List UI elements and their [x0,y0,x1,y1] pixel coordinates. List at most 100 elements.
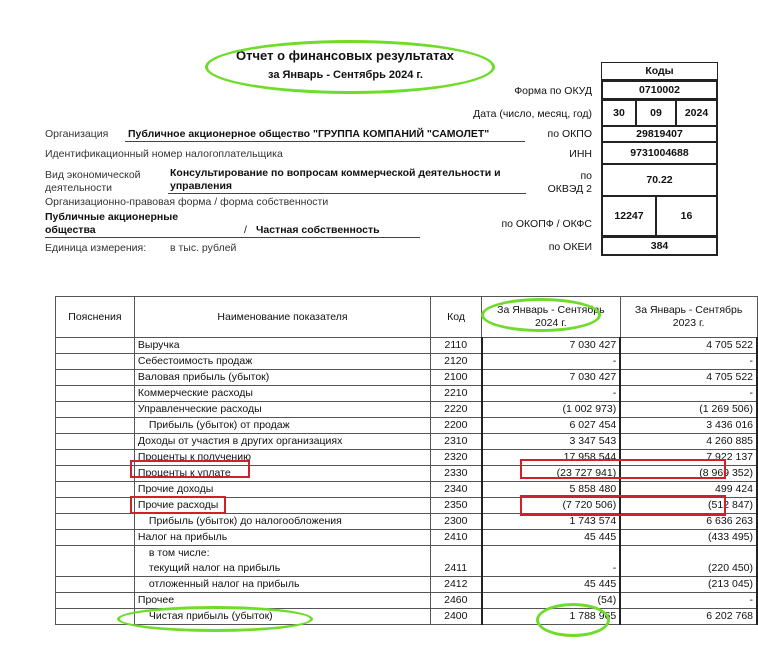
okpo-label: по ОКПО [547,128,592,140]
cell-code: 2412 [430,576,482,593]
cell-name: Прочее [133,592,432,609]
cell-name: Валовая прибыль (убыток) [133,369,432,386]
activity-label-2: деятельности [45,182,112,194]
activity-label-1: Вид экономической [45,169,141,181]
cell-code: 2220 [430,401,482,418]
cell-v2023: (1 269 506) [619,401,758,418]
interest-payable-values-highlight [520,459,726,479]
okfs-code: 16 [656,196,718,236]
title-highlight [205,40,495,94]
other-expenses-values-highlight [520,495,726,516]
cell-name: Выручка [133,337,432,354]
cell-v2023: (220 450) [619,545,758,577]
okved-label-1: по [580,170,592,182]
inn-text: Идентификационный номер налогоплательщик… [45,148,283,160]
other-expenses-label-highlight [130,496,226,514]
interest-payable-label-highlight [130,460,250,478]
cell-notes [55,513,135,530]
table-row: Прочее 2460 (54) - [55,592,758,609]
cell-name: Прибыль (убыток) до налогообложения [133,513,432,530]
cell-v2023: - [619,592,758,609]
activity-2: управления [170,180,233,192]
col-code: Код [430,296,482,338]
cell-v2023: - [619,353,758,370]
cell-notes [55,417,135,434]
form-2: общества [45,224,96,236]
form-1: Публичные акционерные [45,211,179,223]
okved-label-2: ОКВЭД 2 [547,183,592,195]
okopf-label: по ОКОПФ / ОКФС [501,218,592,230]
ownership: Частная собственность [256,224,380,236]
cell-name: Себестоимость продаж [133,353,432,370]
okud-code: 0710002 [601,80,718,100]
cell-notes [55,337,135,354]
table-row: Управленческие расходы 2220 (1 002 973) (1 … [55,401,758,418]
cell-v2024: (1 002 973) [480,401,622,418]
cell-v2023: 6 202 768 [619,608,758,625]
unit-label: Единица измерения: [45,242,147,254]
cell-name: в том числе: текущий налог на прибыль [133,545,432,577]
cell-v2024: - [480,545,622,577]
date-label: Дата (число, месяц, год) [473,108,592,120]
col-notes: Пояснения [55,296,135,338]
cell-notes [55,545,135,577]
table-row: Себестоимость продаж 2120- - [55,353,758,370]
cell-code: 2320 [430,449,482,466]
inn-label: ИНН [569,148,592,160]
table-row: отложенный налог на прибыль 2412 45 445 (21… [55,576,758,593]
inn-code: 9731004688 [601,142,718,164]
cell-code: 2300 [430,513,482,530]
activity-1: Консультирование по вопросам коммерческо… [170,167,501,179]
cell-notes [55,592,135,609]
cell-v2024: 45 445 [480,576,622,593]
cell-v2023: - [619,385,758,402]
table-row: в том числе: текущий налог на прибыль 2411… [55,545,758,577]
cell-code: 2110 [430,337,482,354]
cell-v2023: (433 495) [619,529,758,546]
form-slash: / [244,224,247,236]
cell-code: 2100 [430,369,482,386]
cell-notes [55,481,135,498]
unit-value: в тыс. рублей [170,242,237,254]
net-profit-label-highlight [117,606,313,632]
date-year: 2024 [676,100,718,126]
cell-v2023: 3 436 016 [619,417,758,434]
cell-name: Управленческие расходы [133,401,432,418]
cell-notes [55,401,135,418]
cell-notes [55,449,135,466]
cell-notes [55,369,135,386]
cell-v2024: 5 858 480 [480,481,622,498]
table-row: Прочие расходы 2350 (7 720 506) (512 847) [55,497,758,514]
cell-notes [55,497,135,514]
cell-v2023: 4 260 885 [619,433,758,450]
cell-name: Налог на прибыль [133,529,432,546]
cell-v2024: 6 027 454 [480,417,622,434]
date-day: 30 [601,100,636,126]
okei-code: 384 [601,236,718,256]
cell-v2024: 45 445 [480,529,622,546]
cell-notes [55,433,135,450]
cell-code: 2200 [430,417,482,434]
cell-notes [55,576,135,593]
okopf-code: 12247 [601,196,656,236]
col-2024-highlight [481,298,601,332]
table-row: Коммерческие расходы 2210- - [55,385,758,402]
cell-name: Прибыль (убыток) от продаж [133,417,432,434]
cell-code: 2350 [430,497,482,514]
cell-code: 2340 [430,481,482,498]
cell-v2024: - [480,353,622,370]
col-name: Наименование показателя [133,296,432,338]
org-label: Организация [45,128,109,140]
cell-notes [55,529,135,546]
tax-sub-intro: в том числе: [148,547,210,559]
cell-code: 2310 [430,433,482,450]
cell-v2023: (213 045) [619,576,758,593]
form-label: Организационно-правовая форма / форма со… [45,196,329,208]
cell-code: 2120 [430,353,482,370]
net-profit-value-highlight [536,603,610,637]
cell-code: 2210 [430,385,482,402]
cell-name: Коммерческие расходы [133,385,432,402]
date-month: 09 [636,100,676,126]
tax-sub-name: текущий налог на прибыль [148,562,281,574]
table-row: Выручка 2110 7 030 427 4 705 522 [55,337,758,354]
